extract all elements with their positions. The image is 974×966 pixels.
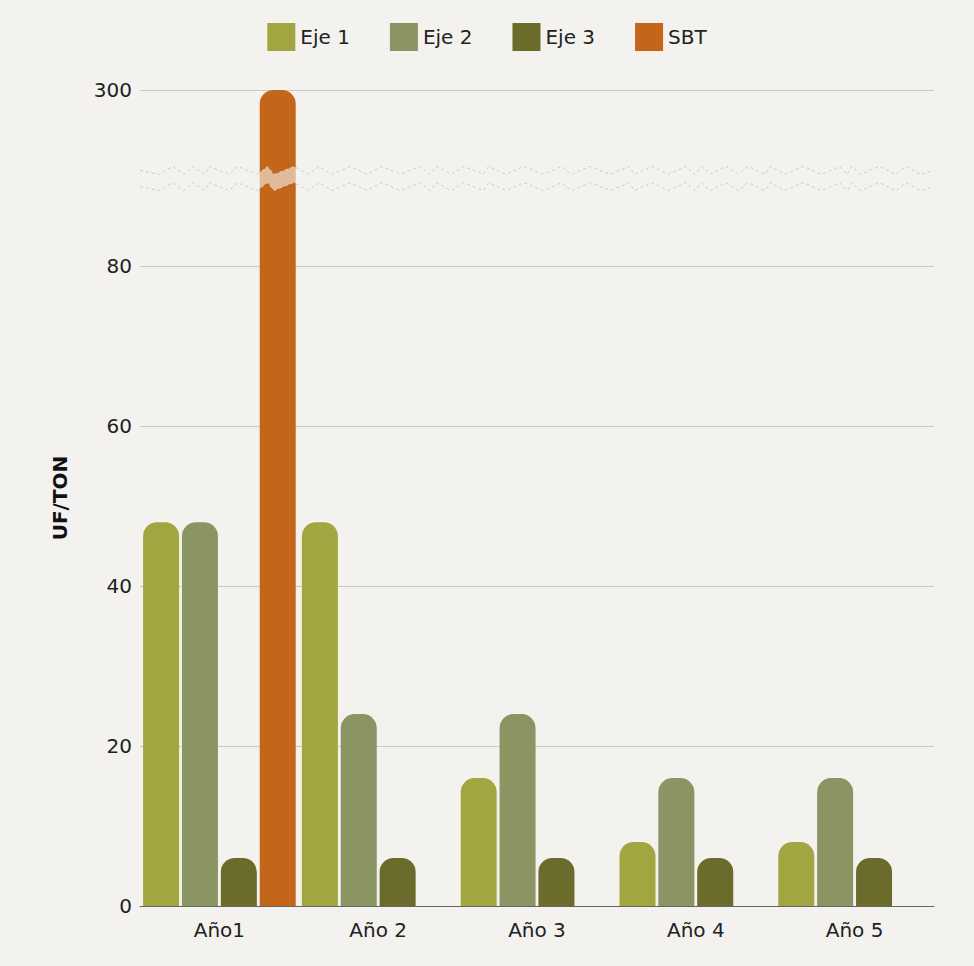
svg-text:Año1: Año1 (194, 918, 245, 942)
svg-text:SBT: SBT (668, 25, 707, 49)
svg-text:Año 3: Año 3 (508, 918, 566, 942)
svg-text:Eje 3: Eje 3 (545, 25, 595, 49)
svg-text:20: 20 (107, 734, 132, 758)
svg-text:300: 300 (94, 78, 132, 102)
svg-text:Año 4: Año 4 (667, 918, 725, 942)
svg-text:40: 40 (107, 574, 132, 598)
svg-text:Eje 1: Eje 1 (300, 25, 350, 49)
svg-text:Año 5: Año 5 (826, 918, 884, 942)
svg-text:Año 2: Año 2 (349, 918, 407, 942)
svg-text:UF/TON: UF/TON (48, 456, 72, 541)
svg-text:60: 60 (107, 414, 132, 438)
svg-text:0: 0 (119, 894, 132, 918)
svg-text:80: 80 (107, 254, 132, 278)
svg-text:Eje 2: Eje 2 (423, 25, 473, 49)
